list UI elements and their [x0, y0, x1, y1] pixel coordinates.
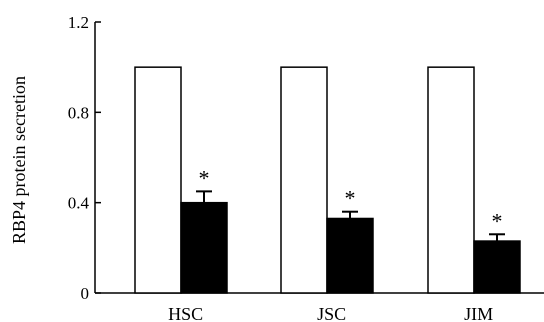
bar-jsc-white — [280, 66, 328, 294]
significance-marker: * — [345, 186, 356, 211]
category-label-jsc: JSC — [317, 304, 346, 322]
y-tick-label: 0.8 — [68, 103, 89, 122]
significance-marker: * — [199, 165, 210, 190]
y-tick-label: 0.4 — [68, 194, 90, 213]
y-tick-label: 1.2 — [68, 13, 89, 32]
y-axis-title: RBP4 protein secretion — [9, 76, 29, 244]
bar-jim-black — [473, 240, 521, 294]
significance-marker: * — [492, 208, 503, 233]
category-label-hsc: HSC — [168, 304, 203, 322]
y-ticks: 0 0.4 0.8 1.2 — [68, 13, 101, 303]
bar-hsc-black — [180, 201, 228, 294]
bars: * * * — [134, 66, 521, 294]
y-tick-label: 0 — [81, 284, 90, 303]
bar-jim-white — [427, 66, 475, 294]
category-label-jim: JIM — [464, 304, 493, 322]
category-labels: HSC JSC JIM — [168, 304, 493, 322]
bar-hsc-white — [134, 66, 182, 294]
bar-jsc-black — [326, 217, 374, 294]
